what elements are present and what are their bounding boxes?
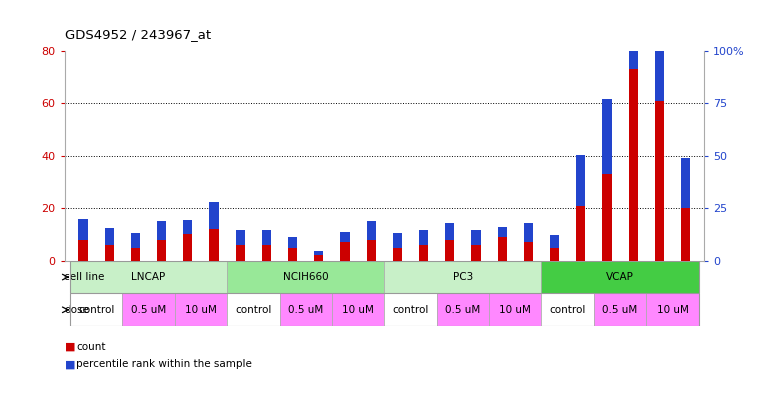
Bar [123, 294, 175, 326]
Bar [384, 261, 542, 294]
Bar [288, 237, 298, 248]
Bar [288, 248, 298, 261]
Text: 0.5 uM: 0.5 uM [131, 305, 166, 315]
Text: VCAP: VCAP [607, 272, 634, 282]
Text: GDS4952 / 243967_at: GDS4952 / 243967_at [65, 28, 211, 41]
Bar [681, 158, 690, 208]
Bar [131, 233, 140, 248]
Bar [550, 235, 559, 248]
Bar [393, 233, 402, 248]
Bar [603, 174, 612, 261]
Text: count: count [76, 342, 106, 352]
Bar [419, 245, 428, 261]
Bar [183, 235, 193, 261]
Bar [576, 206, 585, 261]
Text: control: control [393, 305, 428, 315]
Bar [594, 294, 646, 326]
Text: control: control [235, 305, 272, 315]
Text: 0.5 uM: 0.5 uM [288, 305, 323, 315]
Bar [340, 232, 349, 242]
Bar [78, 240, 88, 261]
Bar [498, 237, 507, 261]
Bar [78, 219, 88, 240]
Bar [70, 261, 227, 294]
Bar [524, 242, 533, 261]
Text: LNCAP: LNCAP [132, 272, 166, 282]
Bar [646, 294, 699, 326]
Bar [498, 227, 507, 237]
Bar [445, 240, 454, 261]
Text: 10 uM: 10 uM [657, 305, 689, 315]
Text: 10 uM: 10 uM [342, 305, 374, 315]
Bar [209, 229, 218, 261]
Bar [262, 245, 271, 261]
Bar [262, 230, 271, 245]
Bar [236, 245, 245, 261]
Bar [367, 240, 376, 261]
Bar [654, 11, 664, 101]
Text: 0.5 uM: 0.5 uM [603, 305, 638, 315]
Bar [314, 251, 323, 255]
Bar [629, 70, 638, 261]
Text: percentile rank within the sample: percentile rank within the sample [76, 360, 252, 369]
Bar [681, 208, 690, 261]
Text: dose: dose [64, 305, 89, 315]
Bar [603, 99, 612, 174]
Bar [157, 240, 166, 261]
Text: ■: ■ [65, 342, 75, 352]
Bar [384, 294, 437, 326]
Text: NCIH660: NCIH660 [283, 272, 329, 282]
Bar [542, 261, 699, 294]
Bar [629, 0, 638, 70]
Bar [227, 294, 279, 326]
Text: cell line: cell line [64, 272, 104, 282]
Bar [227, 261, 384, 294]
Bar [471, 230, 481, 245]
Bar [183, 220, 193, 235]
Bar [445, 223, 454, 240]
Bar [340, 242, 349, 261]
Bar [542, 294, 594, 326]
Bar [654, 101, 664, 261]
Text: PC3: PC3 [453, 272, 473, 282]
Bar [367, 221, 376, 240]
Bar [471, 245, 481, 261]
Text: 10 uM: 10 uM [499, 305, 531, 315]
Bar [236, 230, 245, 245]
Text: control: control [78, 305, 114, 315]
Bar [157, 221, 166, 240]
Bar [70, 294, 123, 326]
Bar [489, 294, 542, 326]
Bar [314, 255, 323, 261]
Text: ■: ■ [65, 360, 75, 369]
Text: 10 uM: 10 uM [185, 305, 217, 315]
Bar [175, 294, 227, 326]
Bar [332, 294, 384, 326]
Bar [576, 155, 585, 206]
Text: 0.5 uM: 0.5 uM [445, 305, 480, 315]
Bar [105, 245, 114, 261]
Bar [105, 228, 114, 245]
Text: control: control [549, 305, 586, 315]
Bar [524, 224, 533, 242]
Bar [131, 248, 140, 261]
Bar [279, 294, 332, 326]
Bar [393, 248, 402, 261]
Bar [209, 202, 218, 229]
Bar [437, 294, 489, 326]
Bar [419, 230, 428, 245]
Bar [550, 248, 559, 261]
